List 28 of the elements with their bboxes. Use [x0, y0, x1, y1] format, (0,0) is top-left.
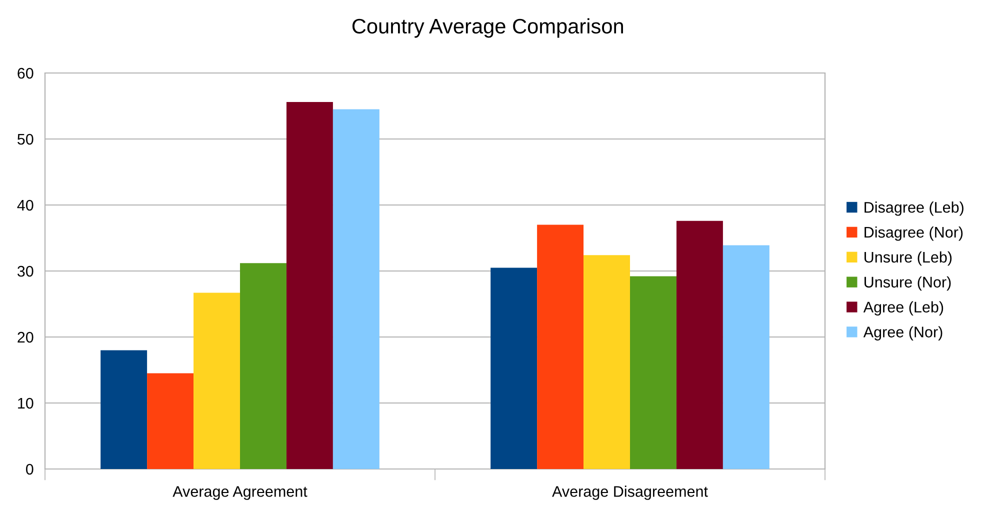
bar — [630, 276, 676, 469]
y-tick-label: 60 — [18, 68, 34, 79]
bar — [240, 263, 286, 469]
legend-label: Disagree (Nor) — [864, 226, 963, 241]
legend-label: Agree (Nor) — [863, 326, 942, 340]
y-tick-label: 30 — [17, 266, 34, 277]
y-tick-label: 20 — [18, 332, 34, 343]
bar — [490, 268, 538, 469]
x-tick-label: Average Agreement — [172, 486, 308, 500]
bar — [584, 255, 630, 469]
bar — [722, 245, 770, 469]
x-tick-label: Average Disagreement — [552, 486, 708, 500]
bar — [332, 109, 380, 469]
bar — [537, 224, 584, 469]
legend-label: Agree (Leb) — [863, 301, 944, 316]
bar — [676, 220, 723, 469]
chart-title: Country Average Comparison — [352, 18, 623, 38]
y-tick-label: 0 — [26, 464, 34, 475]
bar — [100, 350, 148, 469]
y-tick-label: 50 — [18, 134, 34, 145]
legend-label: Disagree (Leb) — [864, 202, 964, 216]
bar — [194, 292, 240, 469]
y-tick-label: 10 — [18, 398, 34, 409]
legend-label: Unsure (Leb) — [864, 251, 952, 266]
y-tick-label: 40 — [17, 200, 34, 211]
bar — [147, 373, 194, 469]
bar — [286, 102, 333, 469]
legend-label: Unsure (Nor) — [864, 276, 951, 291]
